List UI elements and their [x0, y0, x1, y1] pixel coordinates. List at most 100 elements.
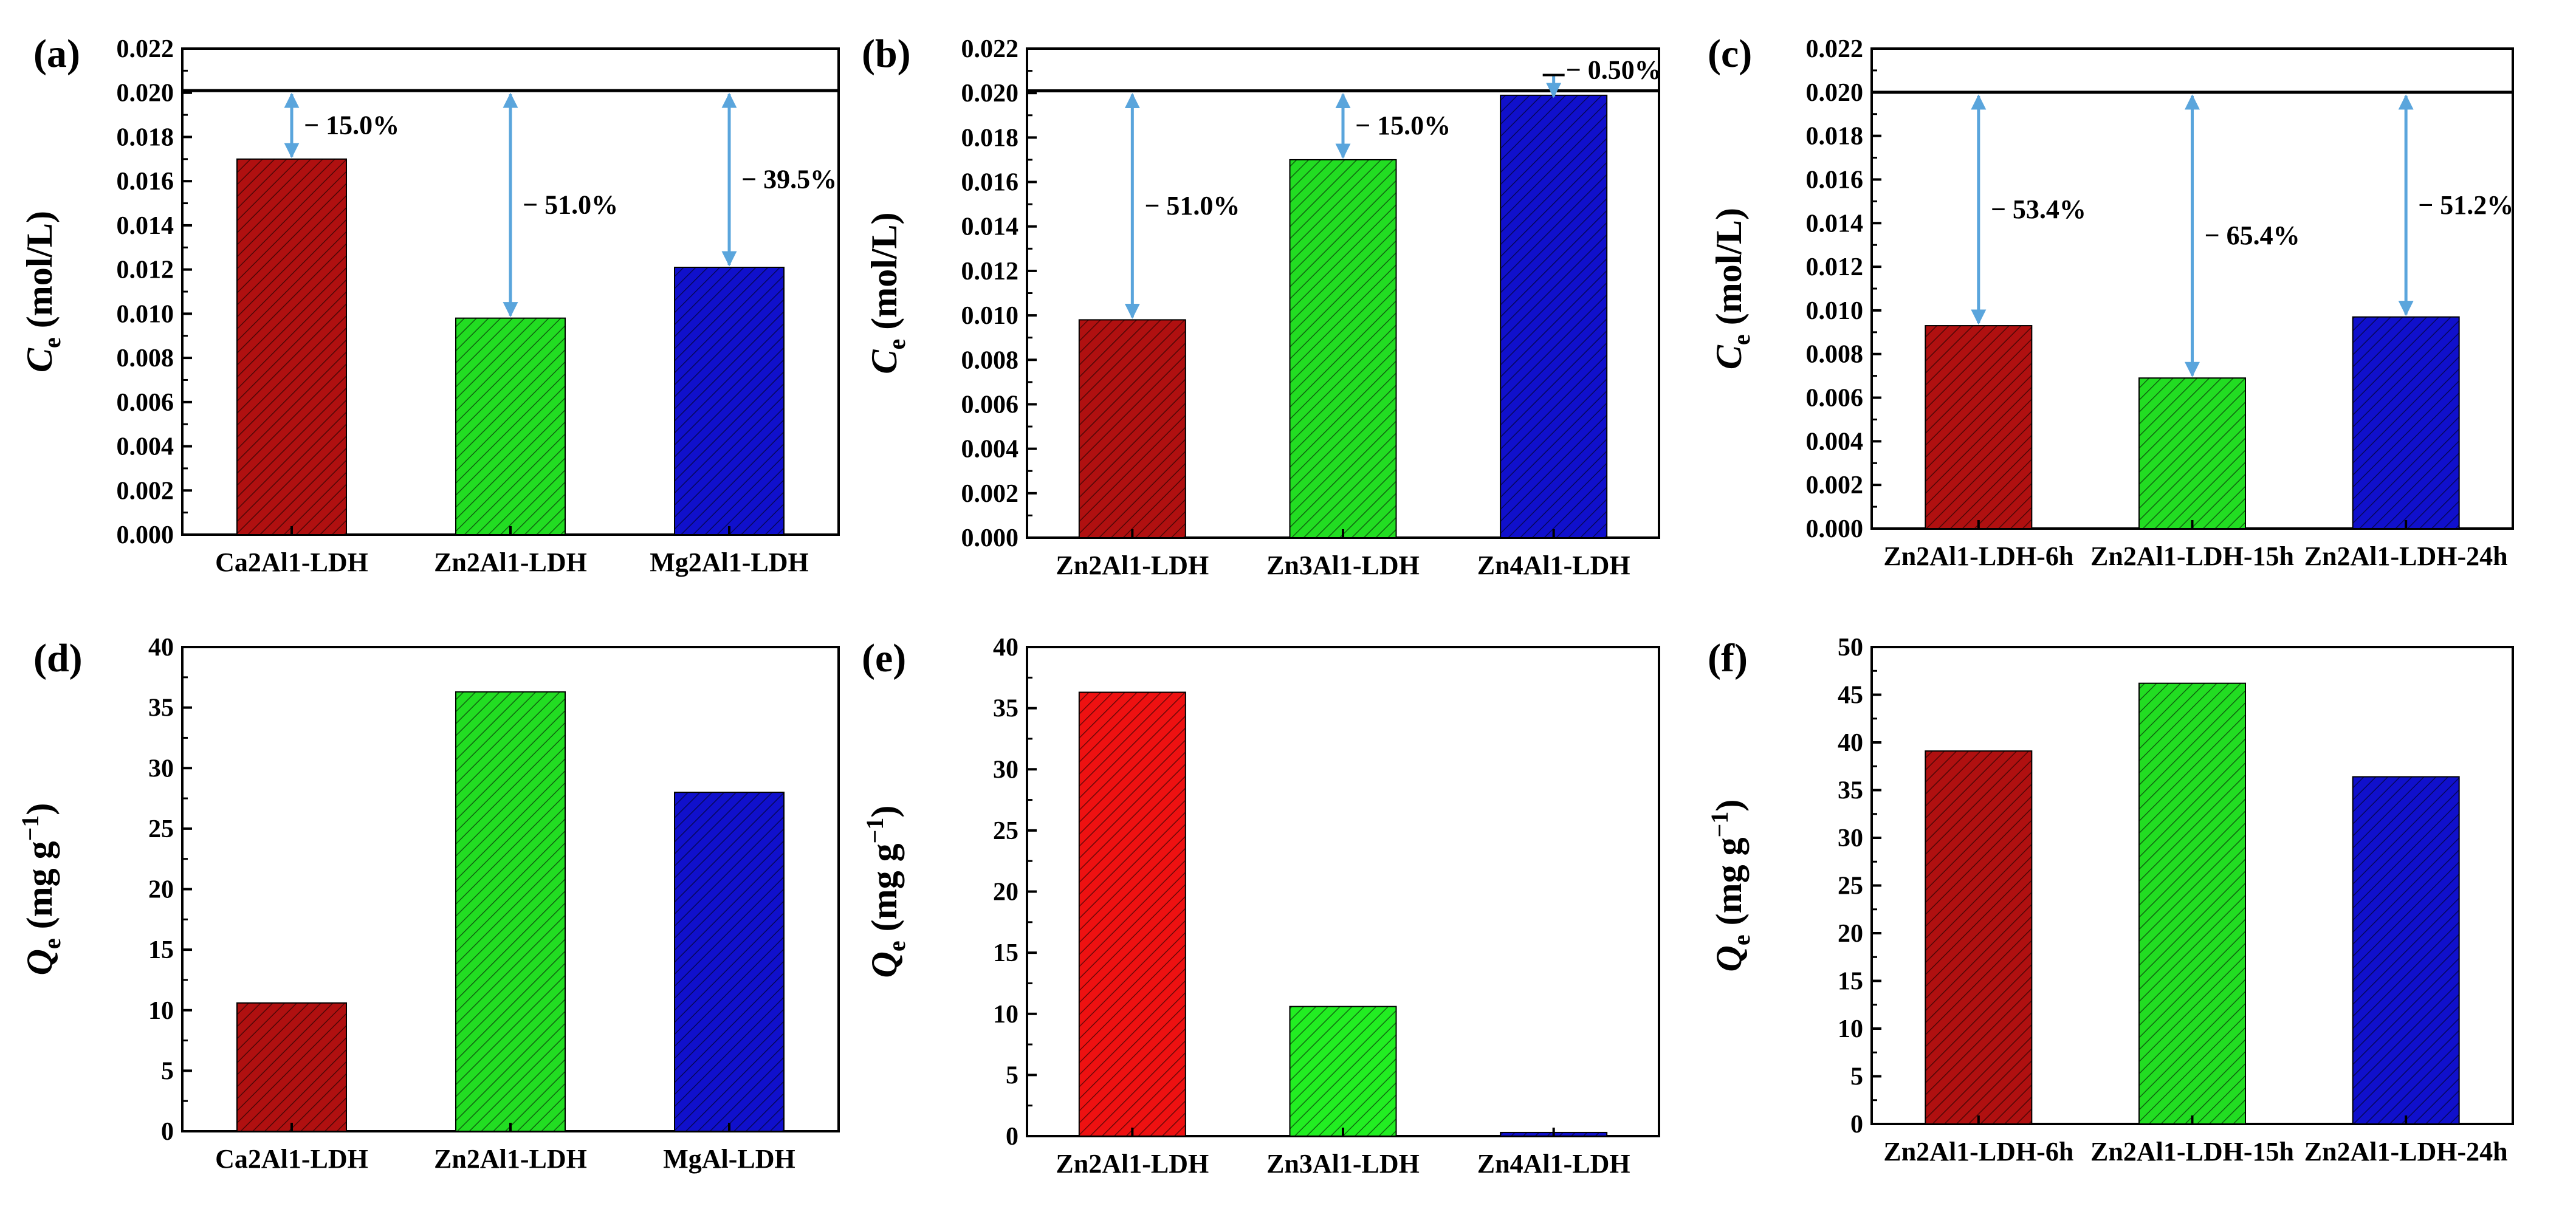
- y-tick-label: 0.020: [117, 80, 174, 108]
- y-tick-label: 0: [161, 1118, 174, 1146]
- y-tick-label: 0.008: [117, 344, 174, 372]
- y-tick-label: 40: [993, 634, 1018, 662]
- bar-Zn3Al1-LDH: [1289, 159, 1397, 539]
- panel-label: (c): [1708, 32, 1752, 76]
- y-axis-title: Ce (mol/L): [864, 212, 910, 374]
- y-tick-label: 0.006: [961, 391, 1019, 419]
- y-tick-label: 0.004: [1806, 428, 1864, 456]
- panel-label: (b): [862, 32, 911, 76]
- x-tick-label: Zn2Al1-LDH-6h: [1883, 541, 2073, 571]
- y-tick-label: 0.008: [961, 346, 1019, 374]
- y-tick-label: 0.000: [1806, 515, 1864, 543]
- bar-Zn4Al1-LDH: [1500, 94, 1608, 539]
- bar-Zn2Al1-LDH-15h: [2138, 682, 2246, 1125]
- y-tick-label: 30: [1838, 824, 1863, 852]
- reduction-label: − 0.50%: [1566, 55, 1661, 85]
- y-tick-label: 40: [1838, 729, 1863, 757]
- y-tick-label: 35: [993, 695, 1018, 723]
- y-tick-label: 0.000: [961, 524, 1019, 552]
- reduction-label: − 51.0%: [523, 190, 618, 219]
- y-tick-label: 0.000: [117, 521, 174, 549]
- bar-Zn2Al1-LDH-6h: [1925, 750, 2033, 1125]
- bar-Ca2Al1-LDH: [236, 1002, 347, 1132]
- bar-Zn2Al1-LDH-6h: [1925, 325, 2033, 530]
- reduction-label: − 39.5%: [741, 165, 837, 194]
- y-tick-label: 25: [993, 817, 1018, 845]
- y-tick-label: 0.012: [117, 256, 174, 284]
- y-tick-label: 0: [1850, 1111, 1863, 1139]
- x-tick-label: Zn2Al1-LDH-15h: [2090, 1137, 2294, 1166]
- y-tick-label: 0.002: [961, 480, 1019, 508]
- y-tick-label: 15: [1838, 968, 1863, 996]
- y-axis-title: Qe (mg g−1): [861, 806, 910, 978]
- chart-panel-6: (f) 0 5 10 15 20 25 30 35 40 45 50 Qe (mg g−1) Zn2Al1…: [1706, 634, 2514, 1166]
- y-tick-label: 15: [148, 936, 174, 964]
- y-tick-label: 0.012: [961, 258, 1019, 286]
- x-tick-label: Zn4Al1-LDH: [1477, 1149, 1630, 1179]
- y-tick-label: 0.010: [117, 300, 174, 328]
- y-tick-label: 0.010: [961, 302, 1019, 330]
- y-tick-label: 0.006: [1806, 385, 1864, 413]
- y-tick-label: 0.014: [1806, 210, 1864, 238]
- y-tick-label: 5: [1850, 1063, 1863, 1091]
- y-tick-label: 5: [1006, 1061, 1018, 1089]
- bar-Zn2Al1-LDH-24h: [2352, 316, 2460, 529]
- y-tick-label: 35: [1838, 777, 1863, 805]
- y-tick-label: 20: [993, 879, 1018, 906]
- reduction-label: − 51.0%: [1144, 191, 1240, 221]
- chart-panel-5: (e) 0 5 10 15 20 25 30 35 40 Qe (mg g−1) Zn2Al1-LDH…: [861, 634, 1660, 1179]
- bar-Zn2Al1-LDH-24h: [2352, 776, 2460, 1125]
- y-tick-label: 25: [1838, 872, 1863, 900]
- x-tick-label: Zn2Al1-LDH-15h: [2090, 541, 2294, 571]
- x-tick-label: Mg2Al1-LDH: [650, 547, 809, 577]
- x-tick-label: Zn3Al1-LDH: [1266, 550, 1420, 580]
- y-tick-label: 0.018: [117, 123, 174, 151]
- y-tick-label: 0.018: [961, 124, 1019, 152]
- bar-Zn2Al1-LDH: [455, 691, 566, 1132]
- x-tick-label: Ca2Al1-LDH: [215, 547, 368, 577]
- y-tick-label: 10: [993, 1001, 1018, 1029]
- y-tick-label: 25: [148, 815, 174, 843]
- y-tick-label: 0.010: [1806, 297, 1864, 325]
- x-tick-label: Zn2Al1-LDH: [434, 547, 587, 577]
- y-tick-label: 0.008: [1806, 341, 1864, 369]
- y-tick-label: 0.002: [117, 477, 174, 505]
- y-tick-label: 0.014: [961, 213, 1019, 241]
- x-tick-label: MgAl-LDH: [663, 1144, 795, 1174]
- x-tick-label: Zn2Al1-LDH-24h: [2304, 1137, 2508, 1166]
- y-axis-title: Ce (mol/L): [1709, 208, 1755, 369]
- y-tick-label: 0.016: [1806, 166, 1864, 194]
- y-tick-label: 50: [1838, 634, 1863, 662]
- bar-Zn2Al1-LDH-15h: [2138, 377, 2246, 530]
- x-tick-label: Zn2Al1-LDH: [434, 1144, 587, 1174]
- y-tick-label: 20: [148, 876, 174, 904]
- y-axis-title: Qe (mg g−1): [16, 803, 66, 976]
- y-axis-title: Ce (mol/L): [19, 211, 66, 372]
- bar-Zn2Al1-LDH: [1078, 691, 1186, 1137]
- y-axis-title: Qe (mg g−1): [1706, 800, 1755, 972]
- bar-Mg2Al1-LDH: [674, 267, 785, 535]
- panel-label: (e): [862, 636, 906, 680]
- panel-label: (a): [33, 32, 80, 76]
- x-tick-label: Zn3Al1-LDH: [1266, 1149, 1420, 1179]
- reduction-label: − 51.2%: [2418, 190, 2513, 220]
- y-tick-label: 0.022: [961, 35, 1019, 63]
- y-tick-label: 30: [993, 756, 1018, 784]
- y-tick-label: 0.016: [961, 169, 1019, 197]
- x-tick-label: Zn4Al1-LDH: [1477, 550, 1630, 580]
- y-tick-label: 0.020: [1806, 79, 1864, 107]
- y-tick-label: 0.022: [117, 35, 174, 63]
- y-tick-label: 5: [161, 1057, 174, 1085]
- bar-MgAl-LDH: [674, 792, 785, 1132]
- y-tick-label: 0.002: [1806, 471, 1864, 499]
- y-tick-label: 10: [1838, 1015, 1863, 1043]
- y-tick-label: 0.004: [961, 436, 1019, 464]
- y-tick-label: 0.022: [1806, 35, 1864, 63]
- reduction-label: − 15.0%: [304, 110, 399, 140]
- y-tick-label: 0.020: [961, 80, 1019, 108]
- reduction-label: − 53.4%: [1991, 194, 2086, 224]
- y-tick-label: 15: [993, 939, 1018, 967]
- y-tick-label: 10: [148, 997, 174, 1025]
- y-tick-label: 20: [1838, 920, 1863, 948]
